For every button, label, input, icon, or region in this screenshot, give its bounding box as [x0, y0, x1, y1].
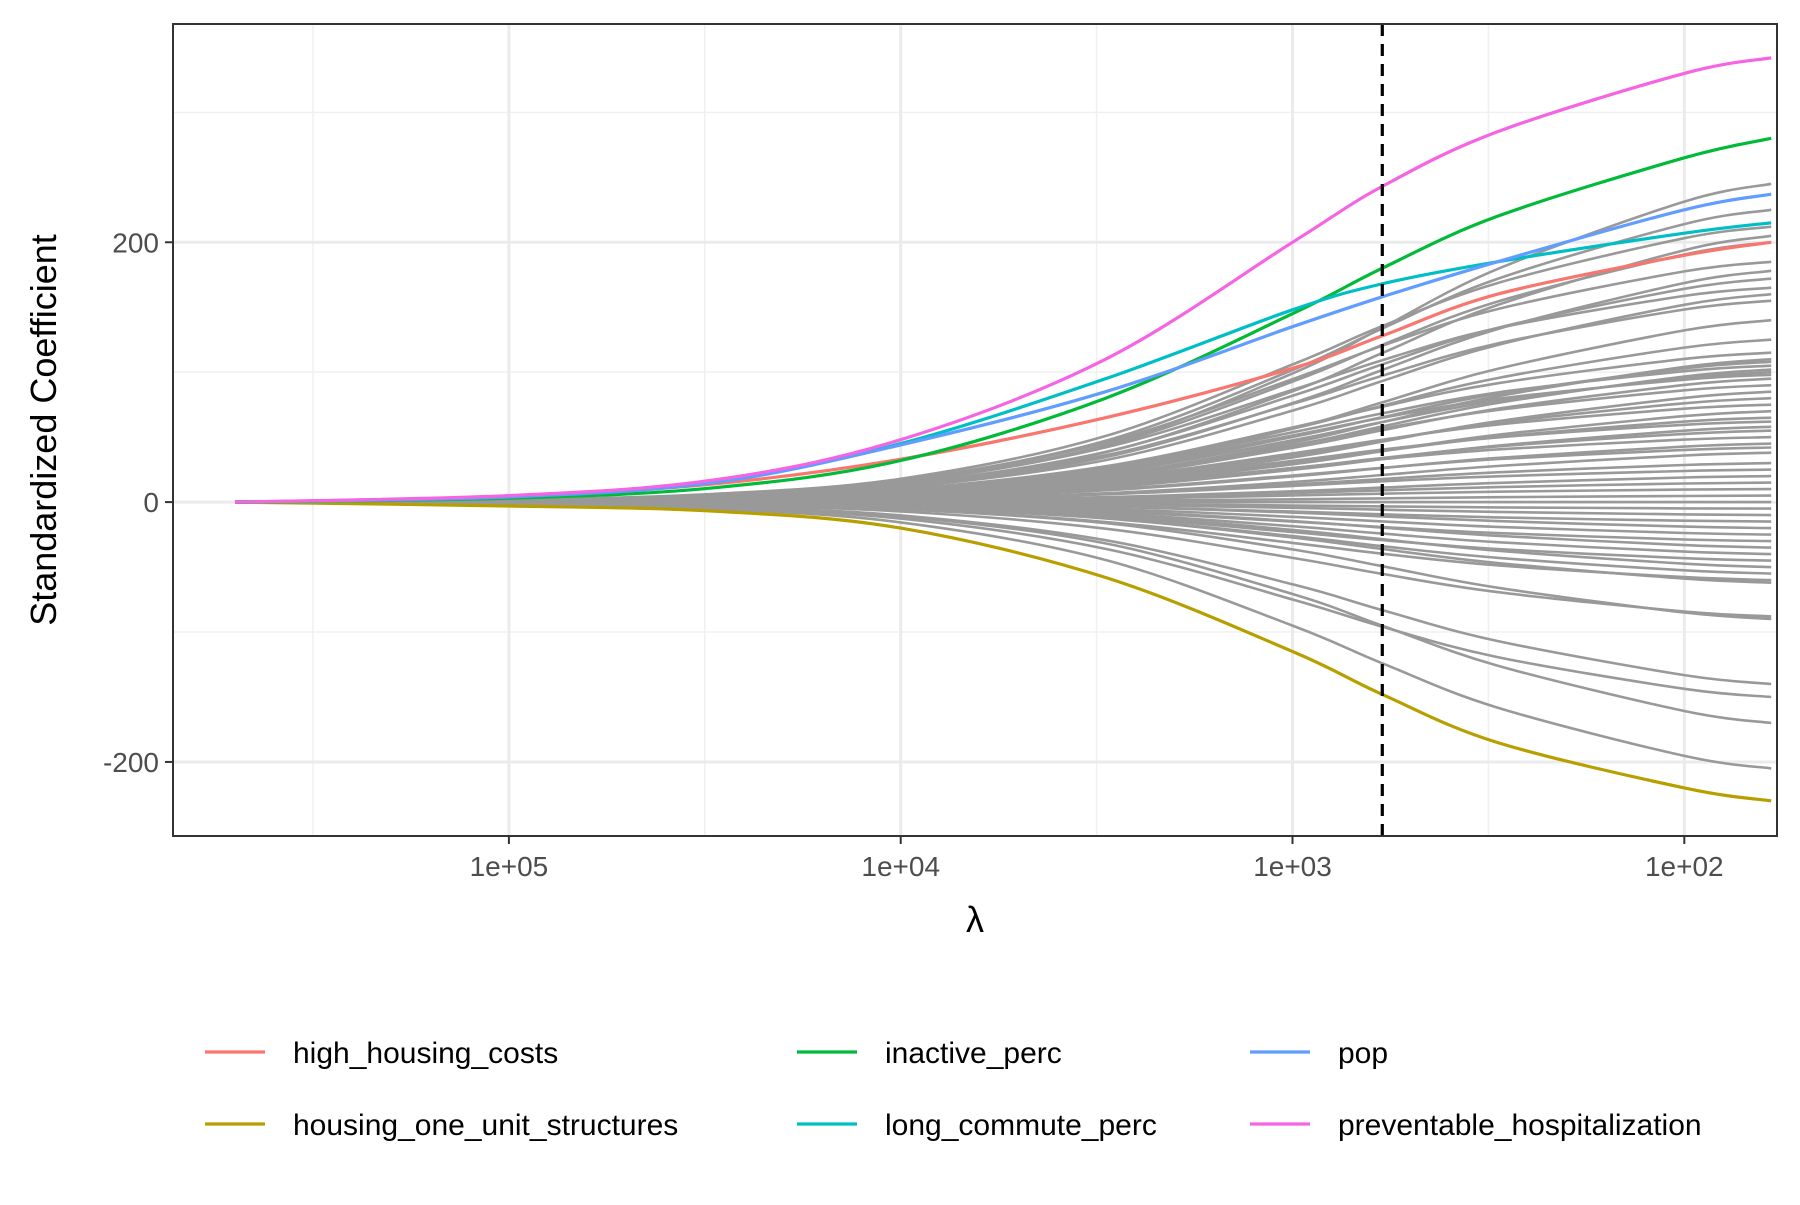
legend-label-inactive-perc: inactive_perc	[885, 1037, 1062, 1070]
y-tick-label: 200	[112, 227, 159, 258]
highlighted-series-layer	[234, 56, 1772, 803]
series-line-inactive-perc	[234, 136, 1772, 504]
x-axis-title: λ	[966, 899, 984, 940]
legend-label-preventable-hospitalization: preventable_hospitalization	[1338, 1109, 1702, 1142]
x-tick-label: 1e+05	[470, 851, 549, 882]
tick-layer: 1e+05 1e+04 1e+03 1e+02 -200 0 200	[103, 227, 1724, 882]
y-tick-label: -200	[103, 747, 159, 778]
x-tick-label: 1e+02	[1645, 851, 1724, 882]
series-line-housing-one-unit-structures	[234, 500, 1772, 803]
series-line-pop	[234, 192, 1772, 504]
y-axis-title: Standardized Coefficient	[23, 234, 64, 626]
legend: high_housing_costs housing_one_unit_struc…	[205, 1037, 1702, 1142]
other-series-line	[234, 501, 1772, 770]
legend-label-pop: pop	[1338, 1037, 1388, 1070]
legend-label-long-commute-perc: long_commute_perc	[885, 1109, 1157, 1142]
legend-label-housing-one-unit-structures: housing_one_unit_structures	[293, 1109, 678, 1142]
series-line-preventable-hospitalization	[234, 56, 1772, 504]
y-tick-label: 0	[143, 487, 159, 518]
other-series-layer	[234, 182, 1772, 770]
legend-label-high-housing-costs: high_housing_costs	[293, 1037, 558, 1070]
x-tick-label: 1e+04	[861, 851, 940, 882]
panel-border	[172, 23, 1778, 837]
x-tick-label: 1e+03	[1253, 851, 1332, 882]
